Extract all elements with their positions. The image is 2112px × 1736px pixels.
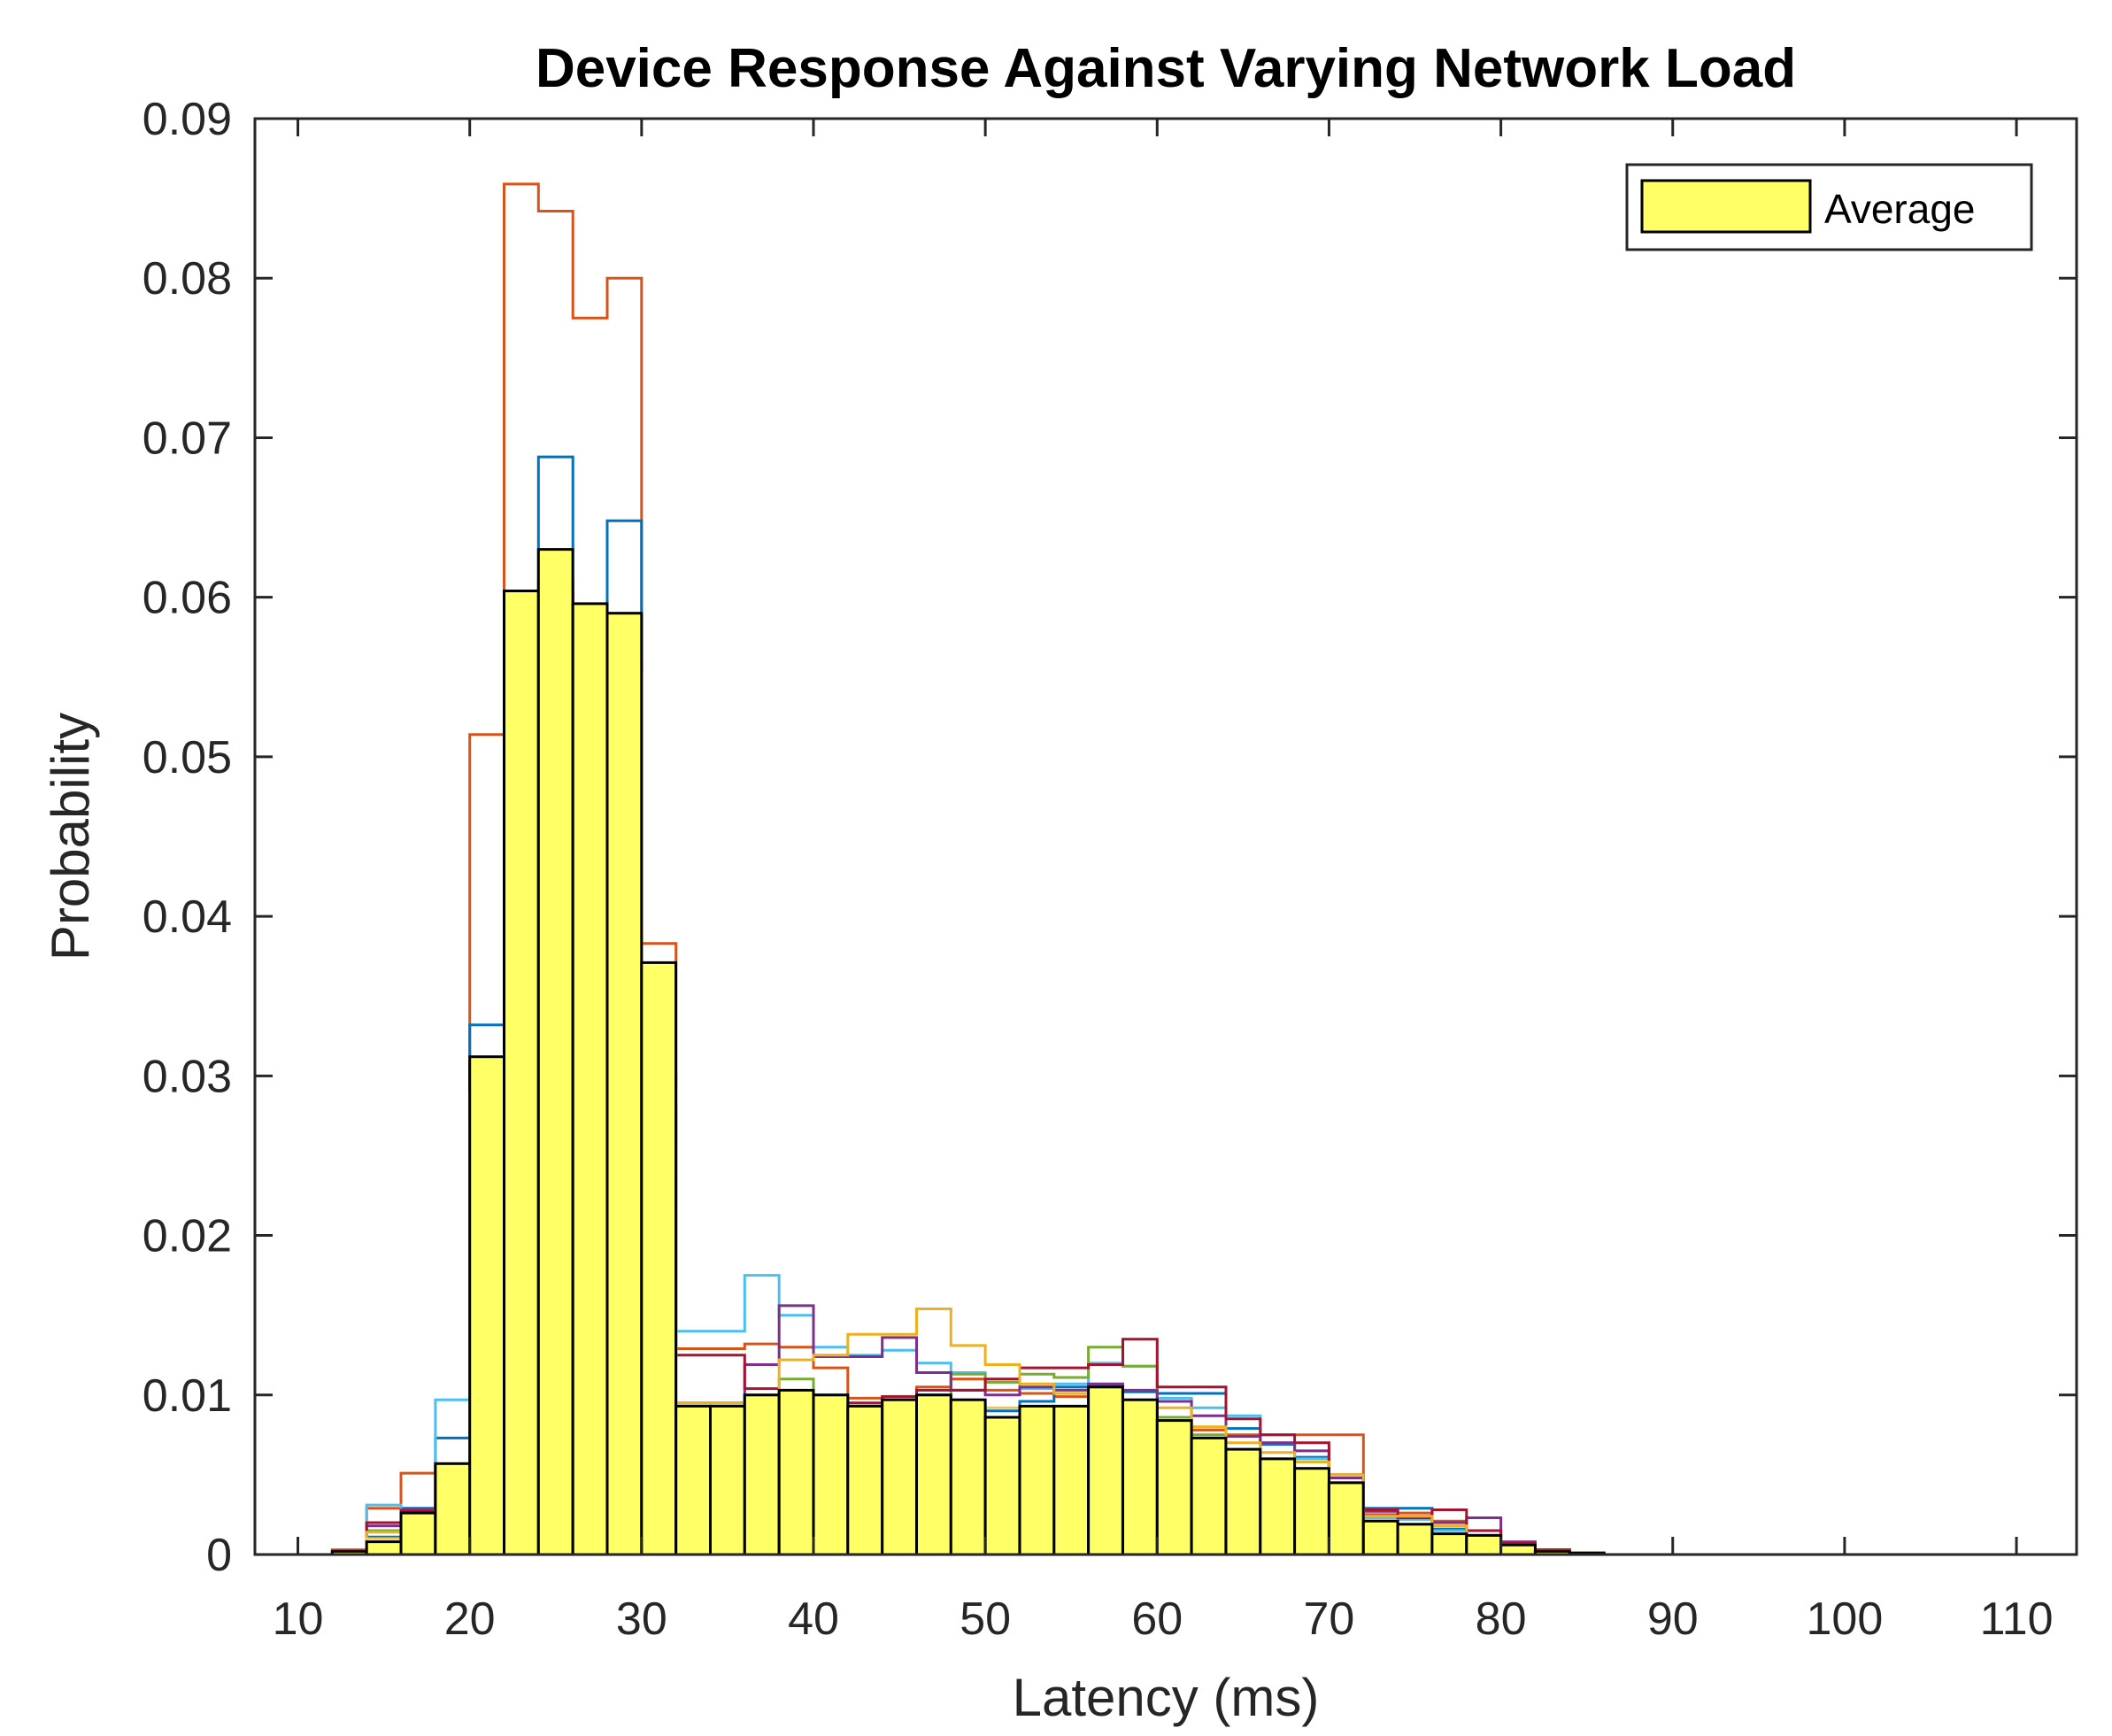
y-tick-label-6: 0.06 (143, 573, 232, 624)
y-tick-label-1: 0.01 (143, 1370, 232, 1422)
y-tick-label-4: 0.04 (143, 891, 232, 943)
average-bar-23 (1087, 1385, 1124, 1556)
y-tick-label-2: 0.02 (143, 1211, 232, 1262)
y-tick-label-0: 0 (206, 1530, 232, 1581)
y-tick-label-8: 0.08 (143, 253, 232, 305)
average-bar-14 (777, 1388, 815, 1556)
average-bar-10 (640, 961, 678, 1556)
average-bar-16 (846, 1404, 884, 1556)
average-bar-32 (1396, 1523, 1434, 1556)
x-tick-label-90: 90 (1647, 1593, 1699, 1645)
x-tick-label-50: 50 (960, 1593, 1011, 1645)
average-bar-5 (468, 1055, 506, 1556)
average-bar-28 (1259, 1457, 1297, 1556)
x-tick-label-10: 10 (273, 1593, 324, 1645)
x-tick-label-40: 40 (788, 1593, 839, 1645)
average-bar-3 (399, 1511, 437, 1556)
average-bar-17 (881, 1398, 919, 1556)
axis-ticks: 10 20 30 40 50 60 70 80 90 100 110 0 0.01 0.02 0.03 0.0… (143, 94, 2077, 1645)
legend-label-average: Average (1824, 186, 1976, 232)
legend-swatch-average (1640, 179, 1812, 234)
average-bar-31 (1361, 1519, 1399, 1556)
average-bar-8 (571, 602, 609, 1556)
y-tick-label-3: 0.03 (143, 1051, 232, 1102)
average-bar-33 (1430, 1532, 1468, 1556)
chart-title: Device Response Against Varying Network … (536, 38, 1796, 99)
average-bars (330, 548, 1606, 1556)
plot-area-frame (253, 117, 2078, 1556)
average-bar-18 (915, 1393, 952, 1556)
y-tick-label-5: 0.05 (143, 732, 232, 783)
average-bar-20 (983, 1416, 1021, 1556)
x-tick-label-80: 80 (1476, 1593, 1527, 1645)
x-tick-label-30: 30 (616, 1593, 667, 1645)
x-tick-label-70: 70 (1304, 1593, 1355, 1645)
average-bar-2 (365, 1540, 403, 1556)
average-bar-24 (1122, 1398, 1159, 1556)
average-bar-21 (1018, 1404, 1056, 1556)
average-bar-19 (949, 1398, 987, 1556)
average-bar-27 (1224, 1447, 1262, 1556)
x-tick-label-110: 110 (1980, 1593, 2054, 1645)
average-bar-34 (1465, 1533, 1503, 1556)
average-bar-29 (1293, 1467, 1330, 1556)
x-axis-label: Latency (ms) (1013, 1668, 1320, 1727)
legend[interactable]: Average (1625, 163, 2033, 251)
average-bar-7 (536, 548, 574, 1556)
average-bar-9 (605, 612, 644, 1556)
y-tick-label-9: 0.09 (143, 94, 232, 145)
average-bar-15 (812, 1393, 850, 1556)
average-bar-11 (674, 1404, 713, 1556)
average-bar-6 (503, 590, 540, 1556)
average-bar-26 (1190, 1436, 1228, 1556)
x-tick-label-100: 100 (1807, 1593, 1884, 1645)
average-bar-13 (743, 1393, 781, 1556)
average-bar-25 (1155, 1419, 1193, 1556)
y-tick-label-7: 0.07 (143, 413, 232, 464)
average-bar-12 (709, 1404, 746, 1556)
x-tick-label-20: 20 (444, 1593, 496, 1645)
x-tick-label-60: 60 (1131, 1593, 1183, 1645)
average-bar-22 (1052, 1404, 1091, 1556)
average-bar-35 (1499, 1543, 1537, 1556)
y-axis-label: Probability (41, 713, 100, 961)
average-bar-4 (434, 1462, 472, 1556)
average-bar-30 (1327, 1481, 1365, 1556)
